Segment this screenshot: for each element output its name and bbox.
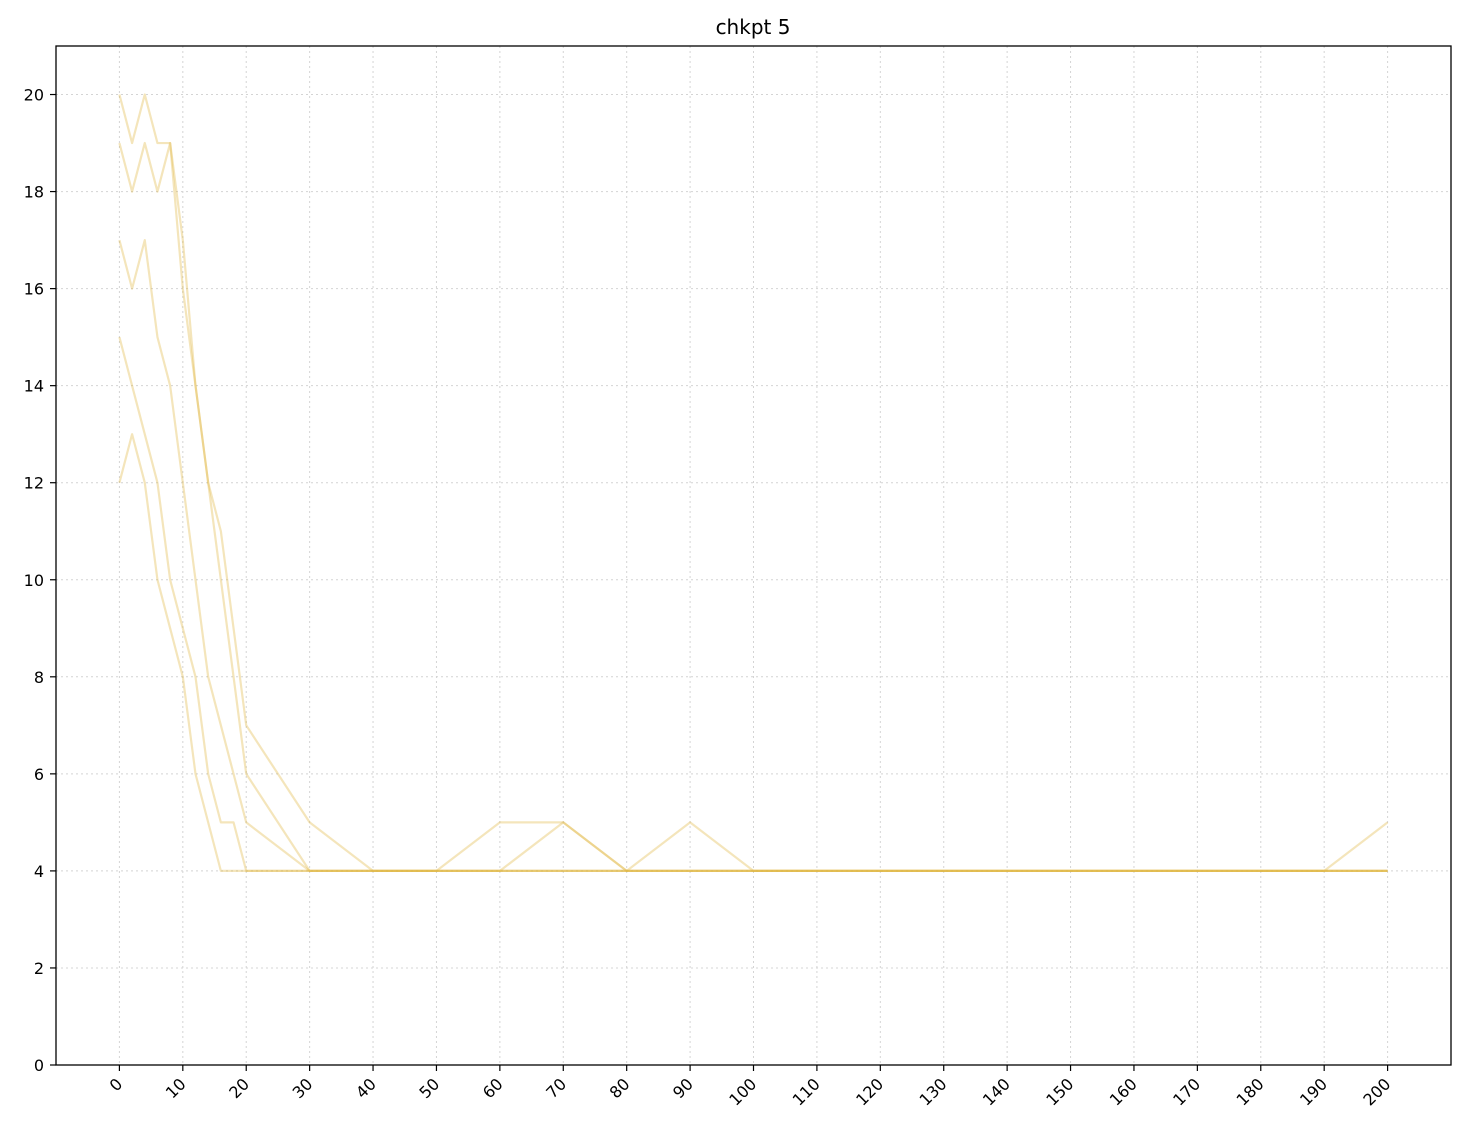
x-tick-label: 170 [1169,1074,1204,1109]
y-tick-label: 6 [34,765,44,784]
series-lines [118,93,1389,873]
y-tick-label: 20 [24,86,44,105]
series-line [118,93,1388,873]
x-tick-label: 0 [106,1074,127,1095]
x-tick-label: 50 [415,1074,443,1102]
x-tick-label: 200 [1359,1074,1394,1109]
series-line [118,238,1388,873]
y-tick-label: 8 [34,668,44,687]
x-tick-label: 100 [725,1074,760,1109]
y-tick-label: 14 [24,377,44,396]
x-tick-label: 130 [916,1074,951,1109]
y-tick-label: 2 [34,959,44,978]
x-tick-label: 90 [669,1074,697,1102]
series-line [118,433,1388,873]
series-line [118,336,1388,873]
x-tick-label: 30 [289,1074,317,1102]
x-axis: 0 10 20 30 40 50 60 70 80 90 100 110 120 130 140 150 160… [106,1065,1394,1109]
x-tick-label: 150 [1042,1074,1077,1109]
series-line [118,141,1389,873]
x-tick-label: 20 [225,1074,253,1102]
grid [56,46,1451,1066]
y-tick-label: 12 [24,474,44,493]
x-tick-label: 160 [1106,1074,1141,1109]
x-tick-label: 80 [606,1074,634,1102]
y-tick-label: 16 [24,280,44,299]
x-tick-label: 180 [1233,1074,1268,1109]
x-tick-label: 70 [542,1074,570,1102]
x-tick-label: 190 [1296,1074,1331,1109]
x-tick-label: 40 [352,1074,380,1102]
y-tick-label: 18 [24,183,44,202]
y-tick-label: 0 [34,1056,44,1075]
y-tick-label: 10 [24,571,44,590]
chart-title: chkpt 5 [716,15,791,39]
x-tick-label: 60 [479,1074,507,1102]
y-axis: 0 2 4 6 8 10 12 14 16 18 20 [24,86,56,1075]
x-tick-label: 110 [789,1074,824,1109]
x-tick-label: 140 [979,1074,1014,1109]
x-tick-label: 10 [162,1074,190,1102]
y-tick-label: 4 [34,862,44,881]
x-tick-label: 120 [852,1074,887,1109]
